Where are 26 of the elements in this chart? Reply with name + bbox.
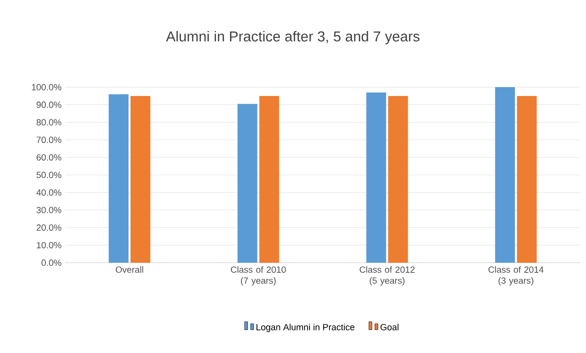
y-tick-label: 10.0% bbox=[36, 242, 62, 248]
bar bbox=[130, 96, 150, 263]
bar bbox=[259, 96, 280, 263]
x-tick-label: Class of 2012 (5 years) bbox=[360, 266, 415, 286]
chart-title: Alumni in Practice after 3, 5 and 7 years bbox=[166, 30, 420, 44]
y-tick-label: 80.0% bbox=[36, 118, 62, 126]
bar bbox=[516, 96, 537, 263]
x-tick-label: Overall bbox=[116, 266, 144, 273]
bar bbox=[238, 104, 258, 263]
legend-label: Logan Alumni in Practice bbox=[256, 324, 354, 332]
y-tick-label: 50.0% bbox=[36, 172, 62, 178]
bar bbox=[108, 94, 129, 263]
x-tick-label: Class of 2010 (7 years) bbox=[230, 266, 286, 286]
y-tick-label: 40.0% bbox=[36, 189, 62, 196]
legend-label: Goal bbox=[380, 324, 398, 330]
y-tick-label: 90.0% bbox=[36, 101, 62, 108]
y-tick-label: 70.0% bbox=[36, 136, 62, 143]
bar bbox=[388, 96, 408, 263]
y-tick-label: 0.0% bbox=[42, 259, 62, 266]
y-tick-label: 100.0% bbox=[32, 84, 62, 90]
bar bbox=[366, 92, 386, 263]
y-tick-label: 60.0% bbox=[36, 154, 62, 160]
y-tick-label: 30.0% bbox=[36, 206, 62, 214]
bar bbox=[495, 87, 515, 263]
y-tick-label: 20.0% bbox=[36, 224, 62, 231]
x-tick-label: Class of 2014 (3 years) bbox=[488, 266, 544, 286]
